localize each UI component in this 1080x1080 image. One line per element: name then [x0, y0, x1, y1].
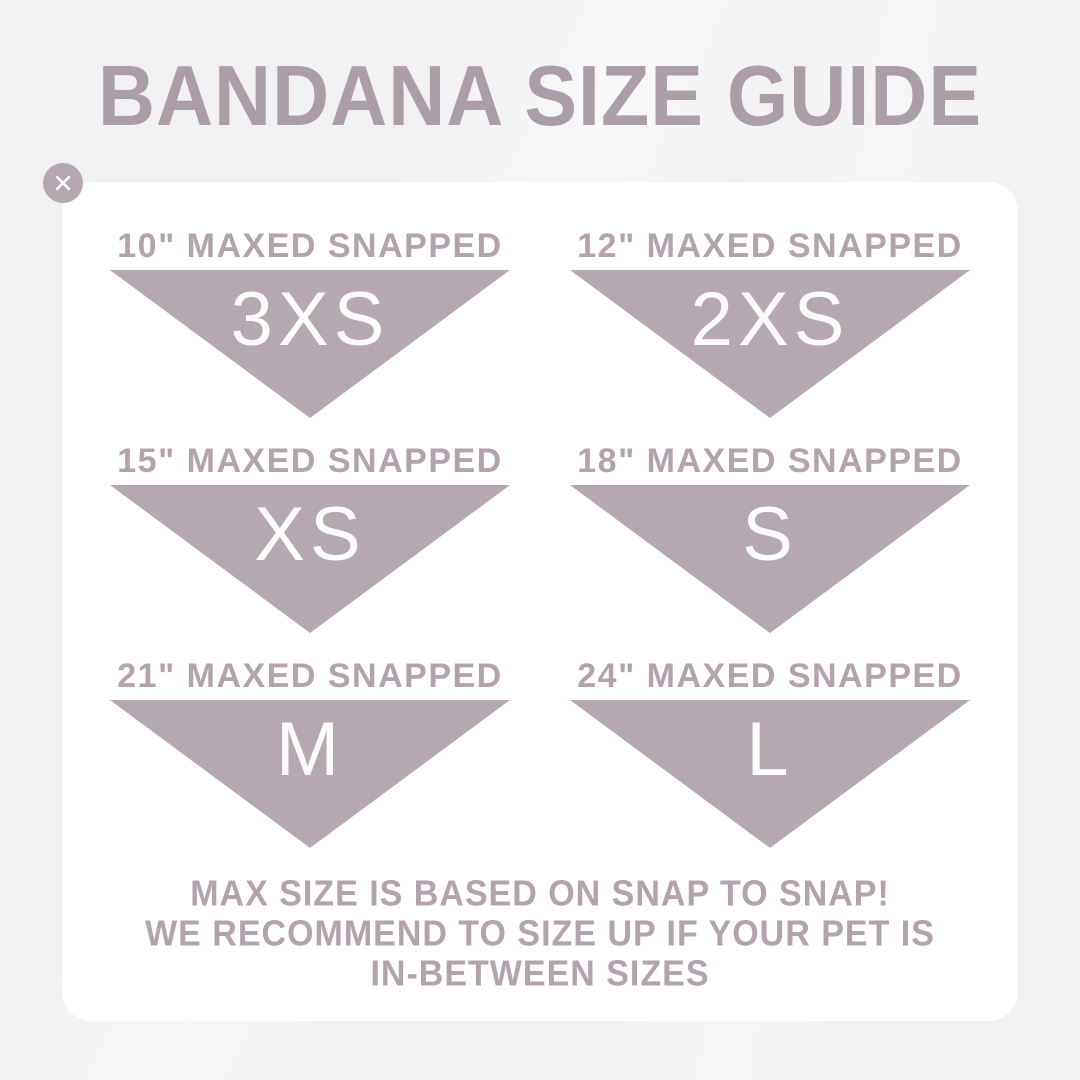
note-line-2: WE RECOMMEND TO SIZE UP IF YOUR PET IS [145, 913, 935, 954]
size-label: 2XS [690, 277, 850, 362]
size-max-header: 18" MAXED SNAPPED [577, 442, 963, 480]
bandana-triangle: L [570, 700, 970, 848]
size-cell-2xs: 12" MAXED SNAPPED 2XS [540, 226, 1000, 420]
size-cell-m: 21" MAXED SNAPPED M [80, 656, 540, 850]
bandana-triangle: XS [110, 485, 510, 633]
size-max-header: 24" MAXED SNAPPED [577, 657, 963, 695]
note-line-3: IN-BETWEEN SIZES [370, 953, 710, 994]
size-max-header: 10" MAXED SNAPPED [117, 227, 503, 265]
bandana-triangle: M [110, 700, 510, 848]
note-line-1: MAX SIZE IS BASED ON SNAP TO SNAP! [190, 874, 890, 914]
size-cell-xs: 15" MAXED SNAPPED XS [80, 441, 540, 635]
size-label: S [742, 492, 798, 577]
size-cell-s: 18" MAXED SNAPPED S [540, 441, 1000, 635]
bandana-triangle: S [570, 485, 970, 633]
page-title: BANDANA SIZE GUIDE [97, 47, 983, 144]
size-label: M [275, 707, 345, 792]
size-max-header: 12" MAXED SNAPPED [577, 227, 963, 265]
close-button[interactable] [43, 163, 83, 203]
bandana-triangle: 2XS [570, 270, 970, 418]
close-icon [53, 173, 73, 193]
size-cell-3xs: 10" MAXED SNAPPED 3XS [80, 226, 540, 420]
size-grid: 10" MAXED SNAPPED 3XS 12" MAXED SNAPPED … [62, 182, 1018, 850]
size-label: XS [254, 492, 366, 577]
size-note: MAX SIZE IS BASED ON SNAP TO SNAP! WE RE… [62, 874, 1018, 994]
size-cell-l: 24" MAXED SNAPPED L [540, 656, 1000, 850]
size-max-header: 21" MAXED SNAPPED [117, 657, 503, 695]
size-label: 3XS [230, 277, 390, 362]
size-guide-card: 10" MAXED SNAPPED 3XS 12" MAXED SNAPPED … [62, 182, 1018, 1021]
bandana-triangle: 3XS [110, 270, 510, 418]
size-label: L [746, 707, 794, 792]
size-max-header: 15" MAXED SNAPPED [117, 442, 503, 480]
